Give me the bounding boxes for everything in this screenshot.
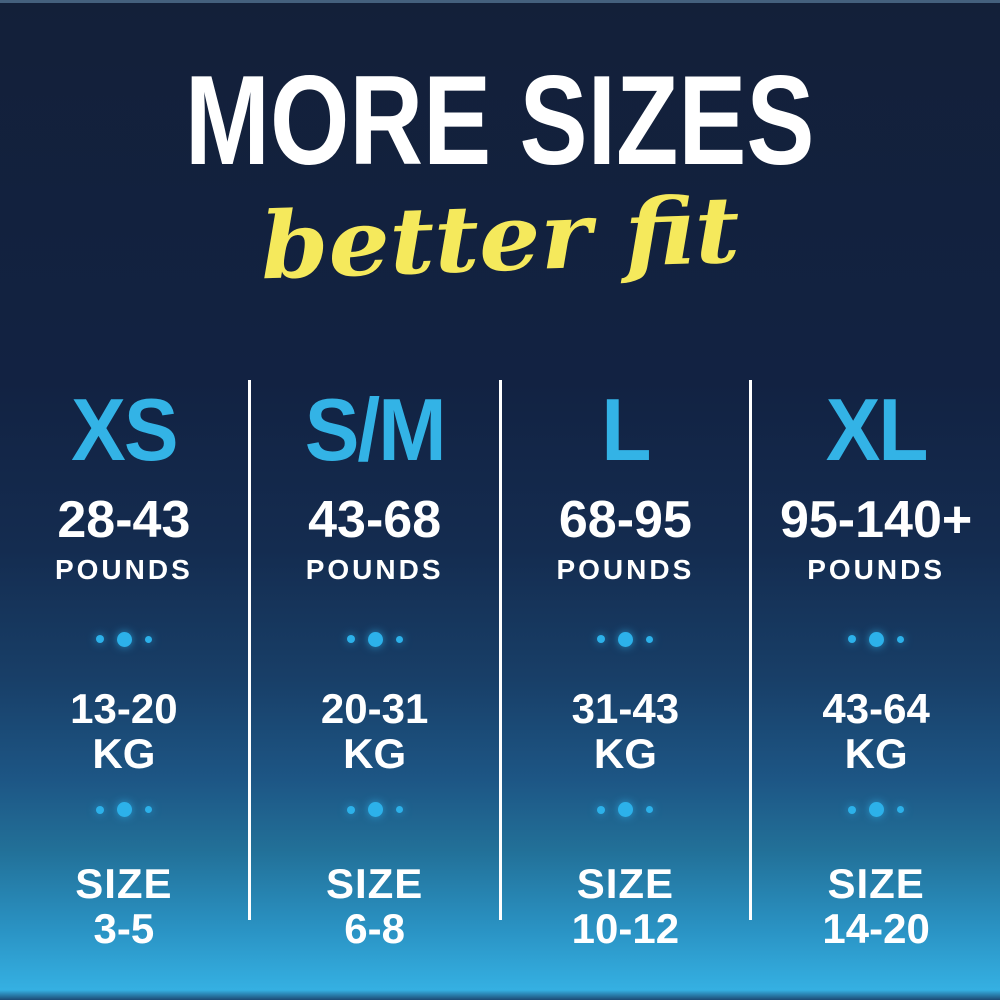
size-name: L xyxy=(601,381,651,480)
kg-unit-label: KG xyxy=(343,730,407,778)
size-column-sm: S/M 43-68 POUNDS 20-31 KG SIZE 6-8 xyxy=(247,380,499,951)
dot xyxy=(848,805,857,814)
dot xyxy=(367,631,383,647)
size-column-xs: XS 28-43 POUNDS 13-20 KG SIZE 3-5 xyxy=(0,380,248,951)
dot xyxy=(95,635,104,643)
dot xyxy=(116,802,132,818)
dot xyxy=(897,806,905,814)
kg-unit-label: KG xyxy=(593,730,657,778)
dots-divider xyxy=(346,631,403,647)
dot xyxy=(618,631,634,647)
size-name: XL xyxy=(825,381,929,480)
dot xyxy=(346,805,355,814)
dots-divider xyxy=(848,802,905,818)
clothing-size-label: SIZE xyxy=(827,859,925,907)
weight-pounds: 95-140+ xyxy=(779,491,973,549)
weight-pounds: 68-95 xyxy=(558,491,692,549)
weight-pounds: 43-68 xyxy=(308,491,442,549)
weight-kg: 20-31 xyxy=(320,685,429,732)
pounds-unit-label: POUNDS xyxy=(54,554,193,585)
clothing-size-range: 14-20 xyxy=(822,905,930,953)
size-name: S/M xyxy=(304,381,447,480)
pounds-unit-label: POUNDS xyxy=(305,554,444,585)
clothing-size-label: SIZE xyxy=(75,859,173,907)
header: MORE SIZES better fit xyxy=(0,0,1000,300)
dot xyxy=(395,635,403,643)
dots-divider xyxy=(95,631,152,647)
pounds-unit-label: POUNDS xyxy=(807,554,946,585)
page-title: MORE SIZES xyxy=(185,48,815,192)
dot xyxy=(897,635,905,643)
dots-divider xyxy=(346,802,403,818)
size-column-xl: XL 95-140+ POUNDS 43-64 KG SIZE 14-20 xyxy=(749,380,1000,951)
dot xyxy=(144,806,152,814)
dots-divider xyxy=(848,631,905,647)
clothing-size-label: SIZE xyxy=(576,859,675,907)
dot xyxy=(144,635,152,643)
dot xyxy=(95,805,104,814)
dot xyxy=(646,806,654,814)
kg-unit-label: KG xyxy=(92,730,156,778)
dot xyxy=(869,631,885,647)
kg-unit-label: KG xyxy=(844,730,908,778)
pounds-unit-label: POUNDS xyxy=(556,554,695,585)
page-subtitle: better fit xyxy=(258,175,742,301)
weight-kg: 13-20 xyxy=(70,685,178,732)
dot xyxy=(848,635,857,643)
dots-divider xyxy=(95,802,152,818)
weight-kg: 43-64 xyxy=(822,685,930,732)
dot xyxy=(869,802,885,818)
weight-pounds: 28-43 xyxy=(57,491,191,549)
dot xyxy=(346,635,355,643)
clothing-size-range: 10-12 xyxy=(571,905,680,953)
weight-kg: 31-43 xyxy=(571,685,680,732)
dot xyxy=(395,806,403,814)
clothing-size-range: 6-8 xyxy=(344,905,405,953)
dot xyxy=(597,635,606,643)
size-chart: XS 28-43 POUNDS 13-20 KG SIZE 3-5 S/M 43… xyxy=(0,380,1000,951)
clothing-size-range: 3-5 xyxy=(93,905,155,953)
size-column-l: L 68-95 POUNDS 31-43 KG SIZE 10-12 xyxy=(498,380,750,951)
dot xyxy=(618,802,634,818)
size-name: XS xyxy=(71,381,178,480)
dots-divider xyxy=(597,802,654,818)
dot xyxy=(597,805,606,814)
dot xyxy=(367,802,383,818)
dot xyxy=(646,635,654,643)
clothing-size-label: SIZE xyxy=(325,859,424,907)
dot xyxy=(116,631,132,647)
dots-divider xyxy=(597,631,654,647)
